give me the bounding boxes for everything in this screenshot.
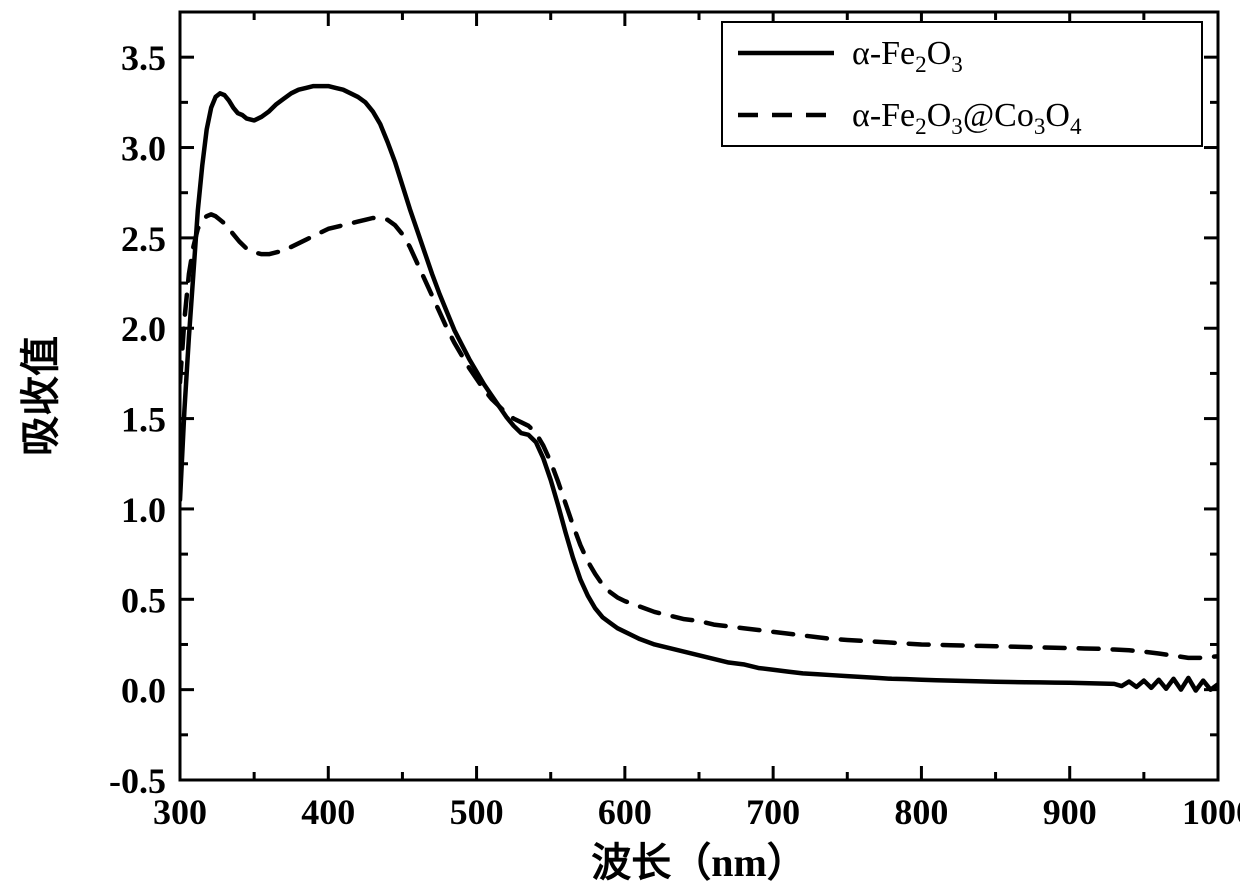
svg-text:2.0: 2.0	[121, 309, 166, 349]
svg-text:900: 900	[1043, 792, 1097, 832]
svg-text:3.0: 3.0	[121, 129, 166, 169]
y-axis-label: 吸收值	[18, 336, 63, 456]
svg-text:1.5: 1.5	[121, 400, 166, 440]
svg-text:0.5: 0.5	[121, 580, 166, 620]
chart-canvas: 3004005006007008009001000-0.50.00.51.01.…	[0, 0, 1240, 894]
svg-text:600: 600	[598, 792, 652, 832]
absorption-spectrum-chart: 3004005006007008009001000-0.50.00.51.01.…	[0, 0, 1240, 894]
svg-text:400: 400	[301, 792, 355, 832]
legend-label-fe2o3_co3o4: α-Fe2O3@Co3O4	[852, 97, 1082, 140]
svg-text:-0.5: -0.5	[109, 761, 166, 801]
svg-text:500: 500	[450, 792, 504, 832]
legend-label-fe2o3: α-Fe2O3	[852, 35, 963, 78]
x-axis-label: 波长（nm）	[591, 840, 807, 885]
svg-text:3.5: 3.5	[121, 38, 166, 78]
svg-text:700: 700	[746, 792, 800, 832]
svg-text:800: 800	[894, 792, 948, 832]
svg-text:2.5: 2.5	[121, 219, 166, 259]
svg-text:0.0: 0.0	[121, 671, 166, 711]
svg-text:1.0: 1.0	[121, 490, 166, 530]
svg-text:1000: 1000	[1182, 792, 1240, 832]
